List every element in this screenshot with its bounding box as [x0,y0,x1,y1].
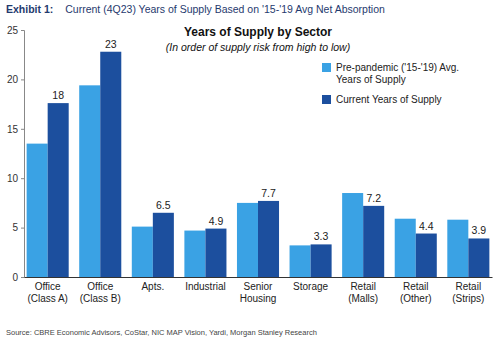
bar [100,52,121,277]
data-label: 6.5 [156,199,171,211]
bar [468,238,489,277]
legend-swatch [322,63,331,72]
bar [184,231,205,277]
y-tick-mark [21,129,24,130]
y-tick-label: 0 [12,272,18,283]
x-tick: Retail(Malls) [348,277,378,304]
y-tick-mark [21,228,24,229]
exhibit-header: Exhibit 1: Current (4Q23) Years of Supply… [6,3,385,15]
x-tick-label: Industrial [185,281,226,292]
x-tick: Apts. [141,277,164,292]
data-label: 7.7 [261,187,276,199]
chart-title: Years of Supply by Sector [184,25,332,39]
y-axis-line [21,31,25,278]
x-tick-label: Retail(Other) [400,281,432,304]
y-tick-label: 25 [7,25,19,36]
x-axis-line [25,277,493,278]
x-tick: Retail(Strips) [452,277,484,304]
x-tick-label: Storage [293,281,328,292]
y-tick: 15 [7,124,24,135]
data-label: 4.4 [419,220,434,232]
data-label: 3.3 [314,230,329,242]
data-label: 23 [105,38,117,50]
data-label: 7.2 [366,192,381,204]
legend-label: Pre-pandemic ('15-'19) Avg.Years of Supp… [336,62,459,85]
x-tick-label: SeniorHousing [240,281,277,304]
source-note: Source: CBRE Economic Advisors, CoStar, … [6,328,317,337]
legend: Pre-pandemic ('15-'19) Avg.Years of Supp… [322,62,459,105]
bar [48,103,69,277]
bar [258,201,279,277]
bar [311,244,332,277]
y-tick-mark [21,30,24,31]
x-tick-label: Office(Class B) [80,281,121,304]
chart: Exhibit 1: Current (4Q23) Years of Supply… [0,0,500,341]
y-tick-label: 10 [7,173,19,184]
x-tick: Office(Class B) [80,277,121,304]
data-label: 3.9 [472,224,487,236]
bar [79,85,100,277]
y-tick-label: 20 [7,74,19,85]
y-tick-mark [21,178,24,179]
bar [205,229,226,277]
bar [132,227,153,277]
x-tick-label: Retail(Malls) [348,281,378,304]
x-axis: Office(Class A) Office(Class B) Apts. Indus… [25,277,493,304]
y-tick: 20 [7,74,24,85]
x-tick: Industrial [185,277,226,292]
x-tick: Office(Class A) [27,277,68,304]
data-labels: 18 23 6.5 4.9 7.7 3.3 7.2 4.4 3.9 [52,38,486,243]
bar [27,144,48,277]
legend-label: Current Years of Supply [336,94,442,105]
y-tick: 0 [12,272,24,283]
bar [363,206,384,277]
x-tick-label: Apts. [141,281,164,292]
exhibit-label: Exhibit 1: [6,3,53,15]
bar [153,213,174,277]
data-label: 4.9 [209,215,224,227]
y-tick-mark [21,277,24,278]
legend-swatch [322,95,331,104]
y-tick-label: 15 [7,124,19,135]
y-tick: 10 [7,173,24,184]
x-tick-label: Office(Class A) [27,281,68,304]
bar [447,220,468,277]
bars [27,52,490,277]
y-tick: 25 [7,25,24,36]
x-tick-label: Retail(Strips) [452,281,484,304]
y-tick-label: 5 [12,222,18,233]
y-tick: 5 [12,222,24,233]
bar [395,219,416,277]
exhibit-title: Current (4Q23) Years of Supply Based on … [65,3,385,15]
bar [290,245,311,277]
x-tick: Storage [293,277,328,292]
bar [342,193,363,277]
x-tick: Retail(Other) [400,277,432,304]
bar [416,234,437,277]
chart-subtitle: (In order of supply risk from high to lo… [166,41,350,53]
bar [237,203,258,277]
y-tick-mark [21,79,24,80]
x-tick: SeniorHousing [240,277,277,304]
y-axis: 0 5 10 15 20 25 [7,25,25,283]
data-label: 18 [52,89,64,101]
